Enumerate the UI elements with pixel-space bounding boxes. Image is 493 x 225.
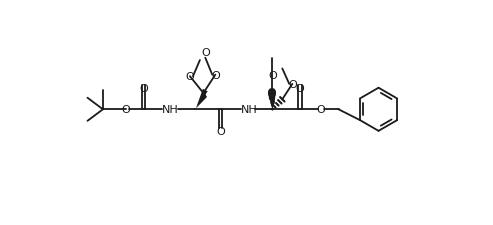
Text: O: O <box>296 84 304 94</box>
Text: O: O <box>317 105 325 115</box>
Text: O: O <box>268 70 277 80</box>
Text: NH: NH <box>241 105 257 115</box>
Text: O: O <box>122 105 130 115</box>
Polygon shape <box>195 89 208 110</box>
Text: NH: NH <box>162 105 179 115</box>
Text: O: O <box>140 84 148 94</box>
Text: O: O <box>211 70 220 80</box>
Text: O: O <box>216 126 225 136</box>
Polygon shape <box>195 95 207 110</box>
Text: O: O <box>201 47 210 57</box>
Text: O: O <box>185 72 194 82</box>
Text: O: O <box>288 79 297 90</box>
